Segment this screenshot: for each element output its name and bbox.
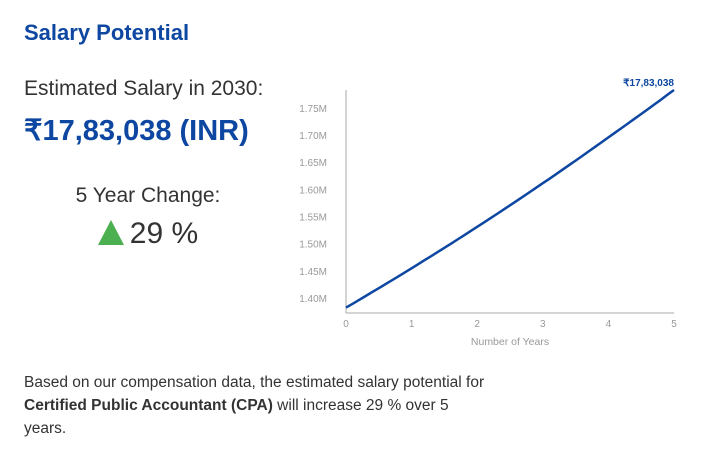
- section-title: Salary Potential: [24, 20, 190, 45]
- y-tick-label: 1.75M: [299, 104, 327, 115]
- x-tick-label: 1: [409, 319, 415, 330]
- y-tick-label: 1.40M: [299, 294, 327, 305]
- x-tick-label: 2: [474, 319, 480, 330]
- x-tick-label: 0: [343, 319, 349, 330]
- estimated-salary-value: ₹17,83,038 (INR): [24, 115, 249, 147]
- y-tick-label: 1.65M: [299, 158, 327, 169]
- estimated-salary-label: Estimated Salary in 2030:: [24, 77, 264, 100]
- y-tick-label: 1.55M: [299, 213, 327, 224]
- job-title: Certified Public Accountant (CPA): [24, 397, 273, 414]
- description-pre: Based on our compensation data, the esti…: [24, 374, 485, 391]
- triangle-up-icon: [97, 220, 124, 245]
- five-year-change: 29 %: [0, 217, 296, 251]
- five-year-change-label: 5 Year Change:: [75, 184, 221, 207]
- y-tick-label: 1.50M: [299, 240, 327, 251]
- end-value-label: ₹17,83,038: [623, 78, 674, 89]
- y-tick-label: 1.60M: [299, 185, 327, 196]
- x-axis-label: Number of Years: [471, 336, 549, 348]
- y-tick-label: 1.70M: [299, 131, 327, 142]
- x-tick-label: 5: [671, 319, 677, 330]
- five-year-change-value: 29 %: [129, 217, 199, 250]
- x-tick-label: 4: [606, 319, 612, 330]
- y-tick-label: 1.45M: [299, 267, 327, 278]
- description-post: will increase 29 % over 5 years.: [24, 397, 449, 437]
- x-tick-label: 3: [540, 319, 546, 330]
- salary-series-line: [345, 88, 675, 309]
- description: Based on our compensation data, the esti…: [24, 371, 494, 440]
